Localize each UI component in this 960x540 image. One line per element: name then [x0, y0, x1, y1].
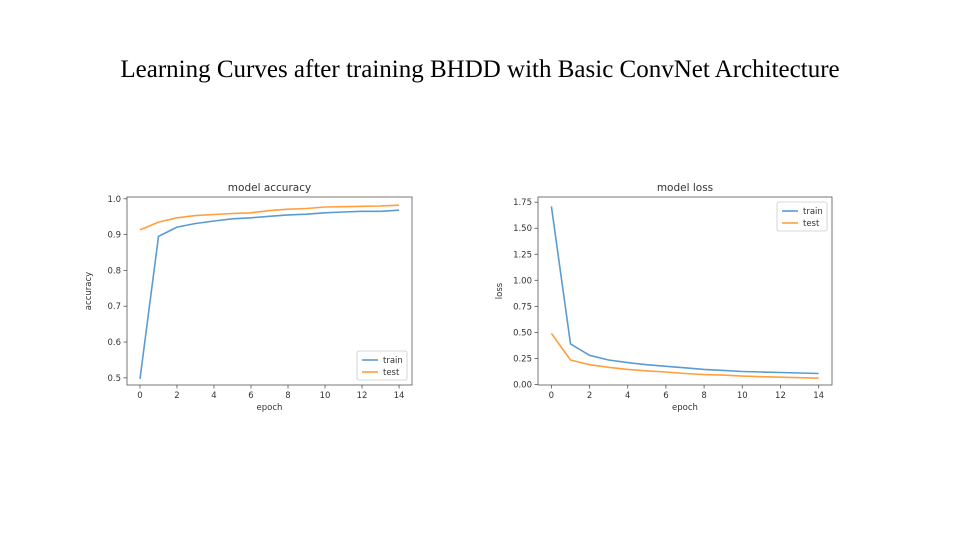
accuracy-legend-label-train: train	[383, 356, 403, 366]
loss-y-tick-label: 0.25	[513, 354, 532, 364]
accuracy-chart: model accuracy 0 2 4 6 8 10 12 14 0.5 0.6 0.7 0.8 0.9…	[84, 182, 413, 413]
loss-y-tick-label: 1.25	[513, 250, 532, 260]
accuracy-x-tick-label: 12	[357, 391, 368, 401]
loss-y-tick-label: 1.75	[513, 198, 532, 208]
accuracy-chart-title: model accuracy	[228, 182, 311, 194]
loss-y-tick-label: 0.75	[513, 302, 532, 312]
loss-y-axis-label: loss	[495, 282, 505, 299]
loss-x-tick-label: 0	[549, 391, 554, 401]
accuracy-x-tick-label: 6	[248, 391, 253, 401]
loss-x-tick-label: 14	[813, 391, 824, 401]
loss-chart-title: model loss	[657, 182, 713, 194]
loss-y-tick-label: 0.00	[513, 380, 532, 390]
accuracy-legend: train test	[356, 350, 408, 381]
accuracy-y-tick-label: 0.6	[107, 338, 121, 348]
accuracy-x-tick-label: 0	[137, 391, 142, 401]
accuracy-series-test-line	[139, 204, 400, 231]
accuracy-series-train-line	[139, 209, 400, 380]
loss-x-tick-label: 10	[737, 391, 748, 401]
accuracy-x-tick-label: 8	[285, 391, 290, 401]
loss-y-tick-label: 1.50	[513, 224, 532, 234]
slide-title: Learning Curves after training BHDD with…	[120, 56, 840, 83]
accuracy-legend-label-test: test	[383, 368, 400, 378]
accuracy-y-tick-label: 0.9	[107, 231, 121, 241]
accuracy-x-axis-label: epoch	[257, 403, 283, 413]
loss-x-tick-label: 4	[625, 391, 630, 401]
loss-x-tick-label: 2	[587, 391, 592, 401]
loss-legend: train test	[776, 201, 828, 232]
loss-y-tick-label: 1.00	[513, 276, 532, 286]
accuracy-x-tick-label: 2	[174, 391, 179, 401]
accuracy-y-tick-label: 0.7	[107, 302, 121, 312]
loss-x-tick-label: 12	[775, 391, 786, 401]
accuracy-y-tick-label: 0.5	[107, 374, 121, 384]
loss-legend-label-test: test	[803, 219, 820, 229]
loss-x-tick-label: 8	[701, 391, 706, 401]
accuracy-x-tick-label: 14	[394, 391, 405, 401]
loss-series-test-line	[550, 332, 819, 379]
loss-x-tick-label: 6	[663, 391, 668, 401]
accuracy-x-tick-label: 4	[211, 391, 216, 401]
loss-legend-label-train: train	[803, 207, 823, 217]
loss-chart: model loss 0 2 4 6 8 10 12 14 0.00 0.25 0.50 0.75 1.0…	[495, 182, 833, 413]
accuracy-y-tick-label: 0.8	[107, 266, 121, 276]
accuracy-y-axis-label: accuracy	[84, 272, 94, 310]
loss-series-train-line	[550, 206, 819, 375]
loss-y-tick-label: 0.50	[513, 328, 532, 338]
accuracy-y-tick-label: 1.0	[107, 195, 121, 205]
loss-x-axis-label: epoch	[672, 403, 698, 413]
accuracy-x-tick-label: 10	[320, 391, 331, 401]
